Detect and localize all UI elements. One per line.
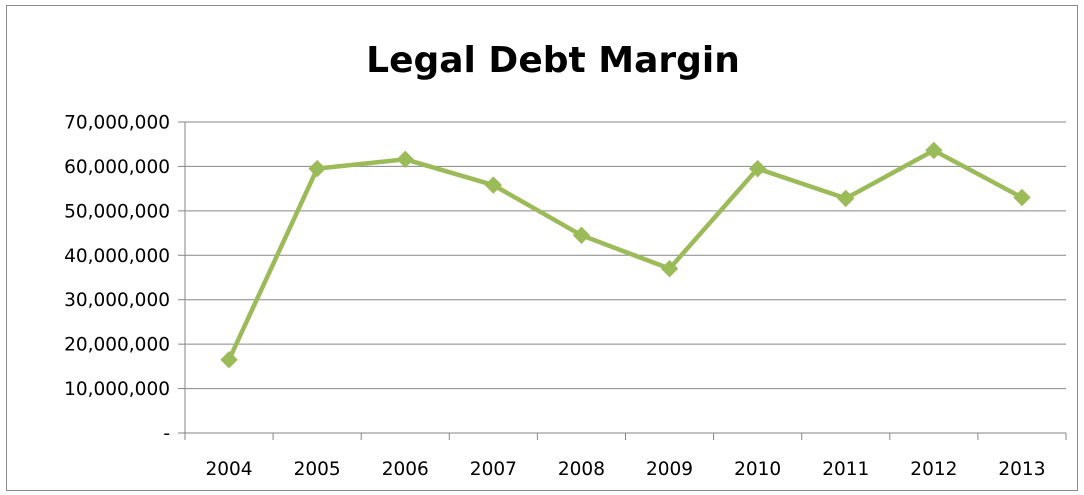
data-point-marker [1013,188,1031,207]
series-layer [220,141,1031,369]
data-point-marker [308,159,326,178]
x-tick-label: 2013 [998,459,1045,480]
x-tick-label: 2011 [822,459,869,480]
x-tick-label: 2008 [558,459,605,480]
data-point-marker [396,150,414,169]
y-tick-label: 70,000,000 [64,113,170,134]
x-tick-label: 2012 [910,459,957,480]
y-tick-label: 60,000,000 [64,157,170,178]
data-point-marker [572,226,591,244]
x-tick-label: 2010 [734,459,781,480]
data-point-marker [925,141,943,160]
y-tick-label: 30,000,000 [64,290,170,311]
y-tick-label: 50,000,000 [64,201,170,222]
y-tick-label: 20,000,000 [64,335,170,356]
x-tick-label: 2009 [646,459,693,480]
data-point-marker [837,189,855,208]
x-tick-label: 2005 [294,459,341,480]
x-tick-label: 2004 [206,459,253,480]
data-point-marker [748,159,767,178]
x-tick-label: 2007 [470,459,517,480]
data-point-marker [660,259,679,278]
y-tick-label: - [163,424,170,445]
y-tick-labels: - 10,000,000 20,000,000 30,000,000 40,000,00… [64,113,170,445]
x-tick-labels: 2004 2005 2006 2007 2008 2009 2010 2011 2012 2013 [206,459,1046,480]
x-tick-label: 2006 [382,459,429,480]
chart-title: Legal Debt Margin [366,40,740,81]
y-tick-label: 10,000,000 [64,379,170,400]
data-point-marker [220,350,238,369]
axes [178,121,1067,440]
y-tick-label: 40,000,000 [64,246,170,267]
data-point-marker [484,176,503,194]
gridlines [185,121,1066,390]
series-line [226,148,1025,362]
